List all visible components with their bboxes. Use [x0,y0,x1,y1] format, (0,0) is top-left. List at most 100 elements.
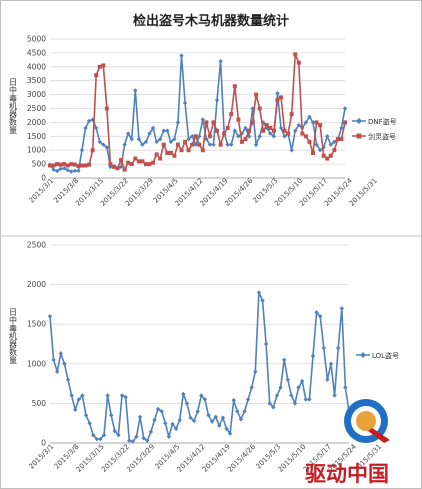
chart-1-data-point [51,163,56,168]
chart-1-ytick-label: 4000 [27,62,46,71]
chart-1-data-point [83,163,88,168]
chart-1-data-point [87,162,92,167]
chart-1-data-point [289,112,294,117]
chart-2-data-point [145,438,150,443]
chart-2-data-point [199,393,204,398]
chart-1-data-point [97,64,102,69]
chart-1-data-point [311,150,316,155]
chart-2-data-point [278,385,283,390]
chart-1-data-point [271,128,276,133]
chart-1-data-point [54,168,60,174]
chart-1-data-point [154,152,159,157]
chart-2-ytick-label: 1500 [27,320,46,329]
chart-2-data-point [123,394,128,400]
chart-1-ytick-label: 3500 [27,76,46,85]
chart-1-data-point [94,125,99,131]
chart-1-data-point [343,120,347,125]
chart-1-data-point [122,142,127,147]
chart-1-data-point [104,106,109,111]
chart-1-data-point [72,168,78,173]
chart-2-data-point [62,361,67,366]
chart-2-data-point [292,401,298,406]
chart-2-data-point [343,385,348,390]
chart-2-data-point [289,393,294,398]
chart-1-data-point [261,128,266,133]
chart-1-data-point [76,168,81,173]
chart-1-data-point [325,134,330,139]
chart-1-data-point [172,136,177,142]
chart-1-data-point [300,131,305,136]
chart-1-data-point [186,148,191,153]
chart-1-data-point [143,162,148,167]
chart-1-data-point [207,134,212,139]
chart-2-data-point [317,314,323,319]
chart-1-data-point [236,117,241,122]
chart-2-data-point [83,413,89,418]
chart-2-data-point [217,423,222,428]
chart-2-data-point [141,436,146,441]
chart-2-data-point [325,377,330,382]
chart-1-data-point [328,142,333,147]
chart-1-data-point [232,84,237,89]
chart-1-data-point [125,131,131,136]
chart-1-data-point [264,123,269,128]
chart-1-data-point [253,142,259,147]
chart-2-data-point [245,397,251,402]
chart-1-data-point [278,125,284,131]
chart-2-data-point [65,377,71,382]
chart-1-data-point [108,162,113,167]
chart-1-data-point [218,142,223,147]
chart-2-data-point [137,414,143,420]
chart-1-data-point [83,125,88,131]
chart-1-data-point [79,163,84,168]
chart-1-data-point [250,120,255,125]
chart-1-data-point [325,156,330,161]
chart-2-data-point [58,351,64,356]
chart-1-data-point [318,123,323,128]
chart-1-data-point [218,59,223,64]
chart-2-data-point [109,413,114,418]
chart-1-data-point [154,139,159,145]
chart-1-data-point [72,162,77,167]
chart-1-data-point [200,148,205,153]
chart-1-data-point [232,128,238,133]
chart-1-data-point [332,148,337,153]
chart-2-data-point [105,393,110,398]
chart-1-data-point [236,134,241,139]
chart-1-data-point [101,63,106,68]
chart-2-data-point [127,438,132,443]
chart-2-data-point [101,432,107,438]
chart-1-data-point [161,128,166,133]
chart-1-data-point [182,100,188,106]
chart-1-data-point [250,106,255,111]
chart-2-data-point [184,401,190,406]
chart-2-data-point [328,361,334,366]
chart-1-data-point [129,136,134,142]
chart-2-data-point [47,314,53,319]
chart-1-data-point [307,139,312,144]
chart-1-data-point [143,139,149,145]
chart-1-data-point [193,134,198,139]
chart-1-data-point [214,97,220,103]
chart-1-data-point [119,157,124,162]
chart-2-data-point [76,397,82,402]
chart-2-data-point [181,391,186,397]
chart-1-data-point [197,134,202,139]
chart-2-data-point [267,401,272,406]
chart-1-data-point [136,159,141,164]
chart-1-data-point [307,114,312,120]
chart-2-data-point [87,421,92,426]
chart-1-data-point [111,164,116,169]
svg-text:LOL盗号: LOL盗号 [372,351,399,360]
chart-2-data-point [51,357,56,363]
chart-1-data-point [190,142,195,147]
chart-2-data-point [112,428,118,434]
chart-2-data-point [213,414,218,420]
watermark-text: 驱动中国 [305,462,389,486]
chart-1-data-point [211,142,216,147]
chart-1-data-point [247,128,252,133]
chart-1-data-point [257,134,262,139]
chart-1-data-point [268,125,273,130]
chart-1-data-point [339,125,344,131]
legend-item-lol: LOL盗号 [356,351,399,360]
